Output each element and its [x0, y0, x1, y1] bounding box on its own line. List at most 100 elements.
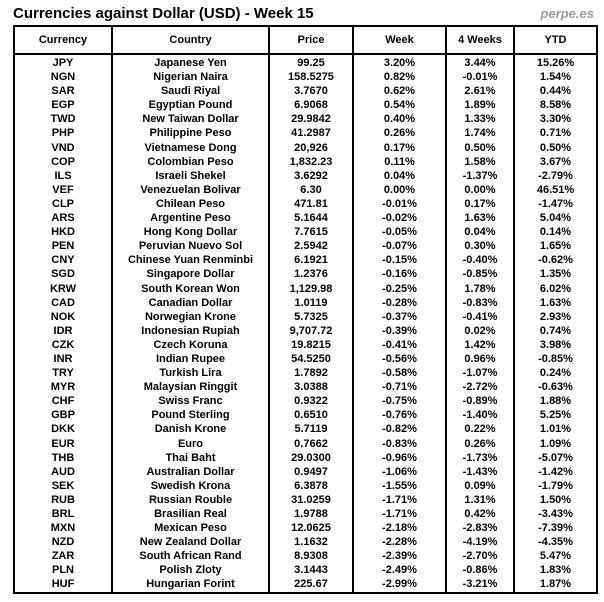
four-week-change: 1.89%	[445, 98, 515, 113]
ytd-change: 46.51%	[513, 182, 598, 197]
currency-code: VND	[13, 140, 113, 155]
header-row: Currency Country Price Week 4 Weeks YTD	[13, 25, 598, 55]
table-row: ARS Argentine Peso 5.1644 -0.02% 1.63% 5.04%	[13, 211, 598, 226]
currency-code: ZAR	[13, 549, 113, 564]
currency-code: TRY	[13, 366, 113, 381]
ytd-change: 1.01%	[513, 422, 598, 437]
four-week-change: 1.31%	[445, 492, 515, 507]
week-change: -2.18%	[352, 521, 447, 536]
country-name: Chilean Peso	[111, 196, 270, 212]
ytd-change: 1.87%	[513, 577, 598, 593]
week-change: -0.15%	[352, 253, 447, 268]
table-row: EUR Euro 0.7662 -0.83% 0.26% 1.09%	[13, 436, 598, 451]
ytd-change: 1.63%	[513, 295, 598, 310]
ytd-change: -2.79%	[513, 168, 598, 183]
week-change: -0.07%	[352, 239, 447, 254]
ytd-change: -0.85%	[513, 351, 598, 367]
country-name: Indonesian Rupiah	[111, 323, 270, 338]
week-change: 0.54%	[352, 98, 447, 113]
four-week-change: 0.26%	[445, 436, 515, 451]
price-value: 1,832.23	[268, 154, 354, 169]
price-value: 31.0259	[268, 492, 354, 507]
table-row: TWD New Taiwan Dollar 29.9842 0.40% 1.33% 3.3…	[13, 112, 598, 127]
week-change: -0.75%	[352, 394, 447, 409]
week-change: -0.16%	[352, 267, 447, 282]
table-row: CAD Canadian Dollar 1.0119 -0.28% -0.83% 1.63…	[13, 295, 598, 310]
week-change: -0.37%	[352, 309, 447, 324]
table-row: ZAR South African Rand 8.9308 -2.39% -2.70% 5…	[13, 549, 598, 564]
table-row: MYR Malaysian Ringgit 3.0388 -0.71% -2.72% -0…	[13, 380, 598, 395]
price-value: 41.2987	[268, 126, 354, 141]
table-row: ILS Israeli Shekel 3.6292 0.04% -1.37% -2.79%	[13, 168, 598, 183]
table-row: PLN Polish Zloty 3.1443 -2.49% -0.86% 1.83%	[13, 563, 598, 578]
week-change: -1.55%	[352, 478, 447, 493]
ytd-change: 2.93%	[513, 309, 598, 324]
week-change: 0.04%	[352, 168, 447, 183]
week-change: -0.25%	[352, 281, 447, 296]
four-week-change: 1.42%	[445, 337, 515, 352]
site-watermark: perpe.es	[540, 6, 594, 21]
ytd-change: 5.25%	[513, 408, 598, 423]
four-week-change: 0.17%	[445, 196, 515, 212]
week-change: -2.49%	[352, 563, 447, 578]
week-change: -0.41%	[352, 337, 447, 352]
price-value: 158.5275	[268, 70, 354, 85]
ytd-change: 0.44%	[513, 84, 598, 99]
currency-code: ILS	[13, 168, 113, 183]
week-change: -0.01%	[352, 196, 447, 212]
country-name: Japanese Yen	[111, 54, 270, 71]
week-change: 0.40%	[352, 112, 447, 127]
country-name: Hong Kong Dollar	[111, 225, 270, 240]
four-week-change: -1.37%	[445, 168, 515, 183]
currency-code: BRL	[13, 507, 113, 522]
country-name: New Taiwan Dollar	[111, 112, 270, 127]
column-header-price: Price	[268, 25, 354, 55]
table-row: KRW South Korean Won 1,129.98 -0.25% 1.78% 6.…	[13, 281, 598, 296]
country-name: Israeli Shekel	[111, 168, 270, 183]
week-change: -1.71%	[352, 507, 447, 522]
table-row: HKD Hong Kong Dollar 7.7615 -0.05% 0.04% 0.14…	[13, 225, 598, 240]
country-name: South African Rand	[111, 549, 270, 564]
table-row: NGN Nigerian Naira 158.5275 0.82% -0.01% 1.54…	[13, 70, 598, 85]
country-name: Indian Rupee	[111, 351, 270, 367]
table-row: BRL Brasilian Real 1.9788 -1.71% 0.42% -3.43%	[13, 507, 598, 522]
column-header-country: Country	[111, 25, 270, 55]
currency-code: PEN	[13, 239, 113, 254]
price-value: 1.0119	[268, 295, 354, 310]
price-value: 29.9842	[268, 112, 354, 127]
ytd-change: 1.54%	[513, 70, 598, 85]
week-change: -0.39%	[352, 323, 447, 338]
column-header-4weeks: 4 Weeks	[445, 25, 515, 55]
four-week-change: -0.41%	[445, 309, 515, 324]
ytd-change: 0.24%	[513, 366, 598, 381]
price-value: 225.67	[268, 577, 354, 593]
currency-code: VEF	[13, 182, 113, 197]
table-row: AUD Australian Dollar 0.9497 -1.06% -1.43% -1…	[13, 464, 598, 479]
ytd-change: 1.50%	[513, 492, 598, 507]
country-name: Polish Zloty	[111, 563, 270, 578]
table-row: TRY Turkish Lira 1.7892 -0.58% -1.07% 0.24%	[13, 366, 598, 381]
week-change: 0.11%	[352, 154, 447, 169]
four-week-change: 0.04%	[445, 225, 515, 240]
table-row: THB Thai Baht 29.0300 -0.96% -1.73% -5.07%	[13, 450, 598, 465]
price-value: 6.9068	[268, 98, 354, 113]
table-row: CHF Swiss Franc 0.9322 -0.75% -0.89% 1.88%	[13, 394, 598, 409]
ytd-change: 1.09%	[513, 436, 598, 451]
week-change: -0.28%	[352, 295, 447, 310]
four-week-change: 0.02%	[445, 323, 515, 338]
table-row: VEF Venezuelan Bolivar 6.30 0.00% 0.00% 46.51…	[13, 182, 598, 197]
country-name: Turkish Lira	[111, 366, 270, 381]
country-name: Danish Krone	[111, 422, 270, 437]
country-name: Brasilian Real	[111, 507, 270, 522]
country-name: Russian Rouble	[111, 492, 270, 507]
ytd-change: 3.67%	[513, 154, 598, 169]
currency-table-header: Currency Country Price Week 4 Weeks YTD	[13, 25, 598, 55]
currency-code: JPY	[13, 54, 113, 71]
week-change: -0.96%	[352, 450, 447, 465]
currency-code: KRW	[13, 281, 113, 296]
column-header-currency: Currency	[13, 25, 113, 55]
country-name: Euro	[111, 436, 270, 451]
currency-code: CLP	[13, 196, 113, 212]
currency-table-body: JPY Japanese Yen 99.25 3.20% 3.44% 15.26% NGN N…	[13, 54, 598, 593]
country-name: New Zealand Dollar	[111, 535, 270, 550]
